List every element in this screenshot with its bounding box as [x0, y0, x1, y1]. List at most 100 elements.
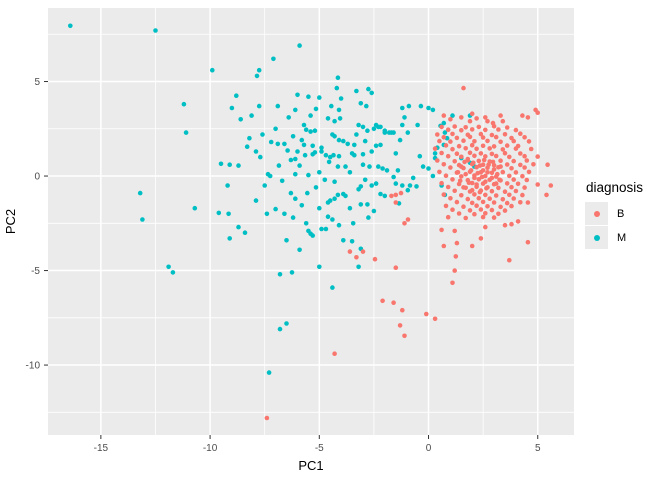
data-point [414, 184, 419, 189]
data-point [319, 145, 324, 150]
data-point [295, 92, 300, 98]
data-point [469, 180, 475, 186]
data-point [166, 264, 171, 270]
data-point [373, 143, 379, 149]
data-point [426, 105, 431, 111]
data-point [347, 205, 353, 211]
data-point [227, 236, 232, 241]
data-point [455, 170, 461, 175]
data-point [247, 135, 252, 141]
data-point [336, 222, 342, 228]
data-point [343, 164, 348, 169]
data-point [489, 175, 495, 181]
data-point [452, 228, 458, 234]
data-point [181, 101, 187, 107]
data-point [406, 103, 412, 109]
data-point [301, 142, 307, 148]
data-point [524, 158, 530, 163]
data-point [347, 249, 353, 254]
data-point [391, 174, 396, 180]
data-point [336, 107, 342, 113]
data-point [378, 191, 383, 197]
data-point [496, 211, 501, 217]
data-point [319, 226, 324, 232]
data-point [478, 207, 484, 212]
data-point [474, 116, 479, 121]
data-point [262, 183, 268, 188]
data-point [511, 138, 516, 144]
data-point [402, 221, 407, 226]
data-point [395, 168, 401, 173]
data-point [297, 163, 302, 168]
data-point [360, 162, 366, 167]
data-point [260, 132, 265, 137]
data-point [437, 169, 442, 175]
data-point [486, 162, 491, 167]
data-point [210, 67, 215, 73]
data-point [317, 205, 322, 211]
data-point [329, 103, 334, 109]
data-point [450, 146, 455, 152]
data-point [347, 170, 353, 175]
data-point [323, 226, 329, 232]
data-point [507, 154, 512, 160]
data-point [489, 207, 495, 213]
data-point [497, 177, 502, 183]
data-point [301, 122, 307, 128]
data-point [366, 215, 371, 220]
data-point [504, 200, 510, 206]
data-point [430, 107, 436, 113]
data-point [461, 185, 466, 190]
legend-label-b: B [617, 207, 625, 220]
data-point [459, 128, 464, 133]
data-point [360, 152, 366, 157]
legend-dot-m-icon [593, 234, 600, 241]
data-point [483, 179, 488, 184]
data-point [312, 150, 318, 155]
data-point [376, 124, 381, 130]
data-point [441, 113, 447, 118]
data-point [337, 116, 343, 121]
data-point [293, 171, 298, 177]
data-point [253, 198, 259, 203]
data-point [445, 127, 451, 132]
data-point [465, 196, 471, 202]
data-point [509, 184, 514, 190]
data-point [478, 151, 484, 156]
data-point [332, 134, 337, 139]
data-point [268, 139, 274, 145]
data-point [498, 139, 503, 145]
data-point [485, 204, 490, 209]
data-point [459, 174, 464, 179]
data-point [479, 174, 485, 180]
data-point [384, 168, 390, 173]
data-point [325, 214, 331, 219]
data-point [369, 149, 375, 154]
data-point [371, 208, 377, 214]
data-point [443, 143, 449, 148]
data-point [509, 221, 514, 227]
legend-title: diagnosis [586, 180, 644, 195]
data-point [466, 180, 472, 185]
data-point [491, 124, 497, 129]
data-point [472, 192, 477, 197]
data-point [267, 173, 273, 179]
data-point [463, 146, 469, 151]
data-point [443, 203, 449, 209]
data-point [456, 211, 462, 216]
data-point [472, 211, 477, 217]
data-point [335, 192, 341, 198]
data-point [256, 103, 262, 109]
data-point [367, 164, 372, 169]
data-point [343, 193, 348, 199]
data-point [335, 75, 341, 80]
data-point [393, 265, 399, 271]
data-point [365, 128, 370, 133]
data-point [525, 239, 531, 245]
data-point [483, 211, 488, 216]
data-point [498, 158, 503, 163]
data-point [317, 95, 322, 100]
data-point [511, 196, 516, 201]
data-point [310, 143, 316, 149]
data-point [476, 124, 482, 130]
